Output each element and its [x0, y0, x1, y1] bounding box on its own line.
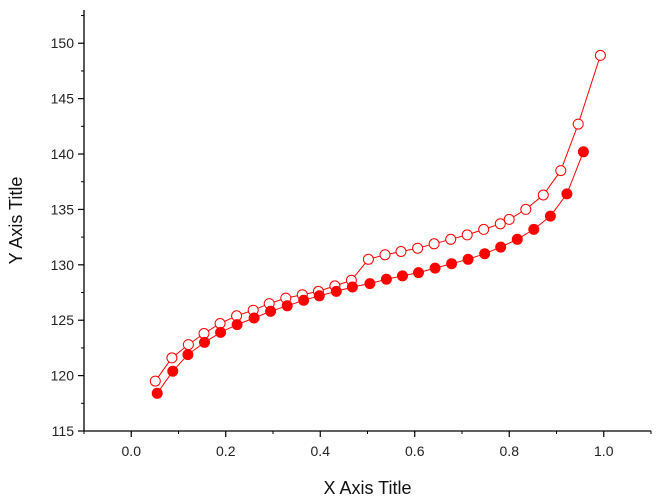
y-tick-label: 120 [51, 368, 75, 384]
filled-data-point [544, 210, 556, 222]
filled-data-point [330, 285, 342, 297]
filled-data-point [265, 305, 277, 317]
open-data-point [166, 352, 178, 364]
x-tick-label: 0.8 [500, 443, 520, 459]
filled-data-point [231, 319, 243, 331]
open-data-point [412, 242, 424, 254]
open-data-point [149, 375, 161, 387]
open-data-point [362, 253, 374, 265]
y-tick-label: 150 [51, 35, 75, 51]
y-tick-label: 115 [52, 423, 75, 439]
filled-data-point [511, 233, 523, 245]
x-tick-label: 0.6 [405, 443, 425, 459]
series-layer [149, 49, 606, 399]
x-tick-label: 0.0 [122, 443, 142, 459]
open-data-point [555, 165, 567, 177]
y-tick-label: 145 [51, 91, 75, 107]
open-data-point [594, 49, 606, 61]
axes-group: 0.0 0.2 0.4 0.6 0.8 1.0 115 120 125 130 135 140 145 1… [51, 10, 652, 459]
filled-data-point [298, 294, 310, 306]
filled-data-point [380, 273, 392, 285]
filled-data-point [561, 188, 573, 200]
filled-data-point [199, 336, 210, 348]
open-data-point [379, 249, 391, 261]
x-axis-title: X Axis Title [323, 478, 411, 498]
filled-data-point [528, 223, 540, 235]
x-tick-label: 1.0 [594, 443, 614, 459]
series-line [156, 151, 584, 394]
open-data-point [520, 203, 532, 215]
filled-data-point [346, 281, 358, 293]
y-tick-label: 140 [51, 146, 75, 162]
filled-data-point [413, 267, 424, 279]
filled-data-point [397, 270, 408, 282]
filled-data-point [462, 253, 474, 265]
filled-data-point [479, 248, 491, 260]
open-data-point [182, 339, 194, 351]
y-axis-title: Y Axis Title [6, 177, 26, 265]
filled-data-point [281, 300, 293, 312]
x-tick-label: 0.4 [311, 443, 331, 459]
open-data-point [503, 213, 515, 225]
open-data-point [537, 189, 549, 201]
open-data-point [461, 229, 473, 241]
filled-data-point [429, 262, 441, 274]
filled-data-point [167, 365, 179, 377]
filled-data-point [446, 258, 458, 270]
filled-data-point [495, 241, 507, 253]
filled-data-point [215, 326, 227, 338]
y-tick-label: 130 [51, 257, 75, 273]
open-data-point [494, 218, 506, 230]
open-data-point [428, 238, 440, 250]
y-tick-label: 135 [51, 201, 75, 217]
filled-data-point [151, 387, 163, 399]
series-2 [151, 146, 589, 399]
open-data-point [445, 233, 457, 245]
y-tick-label: 125 [51, 312, 75, 328]
filled-data-point [248, 312, 260, 324]
open-data-point [572, 118, 584, 130]
filled-data-point [182, 349, 194, 361]
filled-data-point [577, 146, 589, 158]
series-line [154, 55, 601, 382]
open-data-point [478, 223, 490, 235]
filled-data-point [364, 278, 376, 290]
x-tick-label: 0.2 [216, 443, 236, 459]
filled-data-point [313, 290, 325, 302]
open-data-point [395, 246, 407, 257]
